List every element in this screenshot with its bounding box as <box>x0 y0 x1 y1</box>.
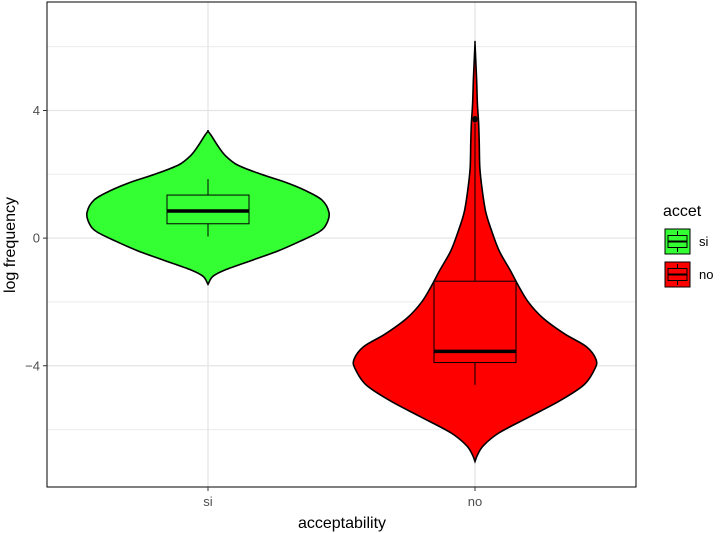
outlier-point <box>472 115 478 121</box>
y-tick-label: 4 <box>33 103 40 118</box>
boxplots <box>166 115 517 385</box>
x-tick-label: no <box>468 494 482 509</box>
boxplot-no <box>433 115 517 385</box>
box-iqr <box>433 280 517 364</box>
axes: −4 0 4 si no <box>25 103 482 509</box>
plot-panel-border <box>46 1 637 488</box>
legend-key-si <box>664 228 691 255</box>
x-axis-title: acceptability <box>298 515 386 532</box>
y-tick-label: 0 <box>33 231 40 246</box>
legend: accet si no <box>663 203 713 288</box>
legend-title: accet <box>663 203 702 220</box>
legend-key-no <box>664 261 691 288</box>
boxplot-si <box>166 179 250 237</box>
legend-label-no: no <box>699 267 713 282</box>
legend-label-si: si <box>699 234 709 249</box>
x-tick-label: si <box>203 494 213 509</box>
y-tick-label: −4 <box>25 358 40 373</box>
y-axis-title: log frequency <box>2 197 19 293</box>
